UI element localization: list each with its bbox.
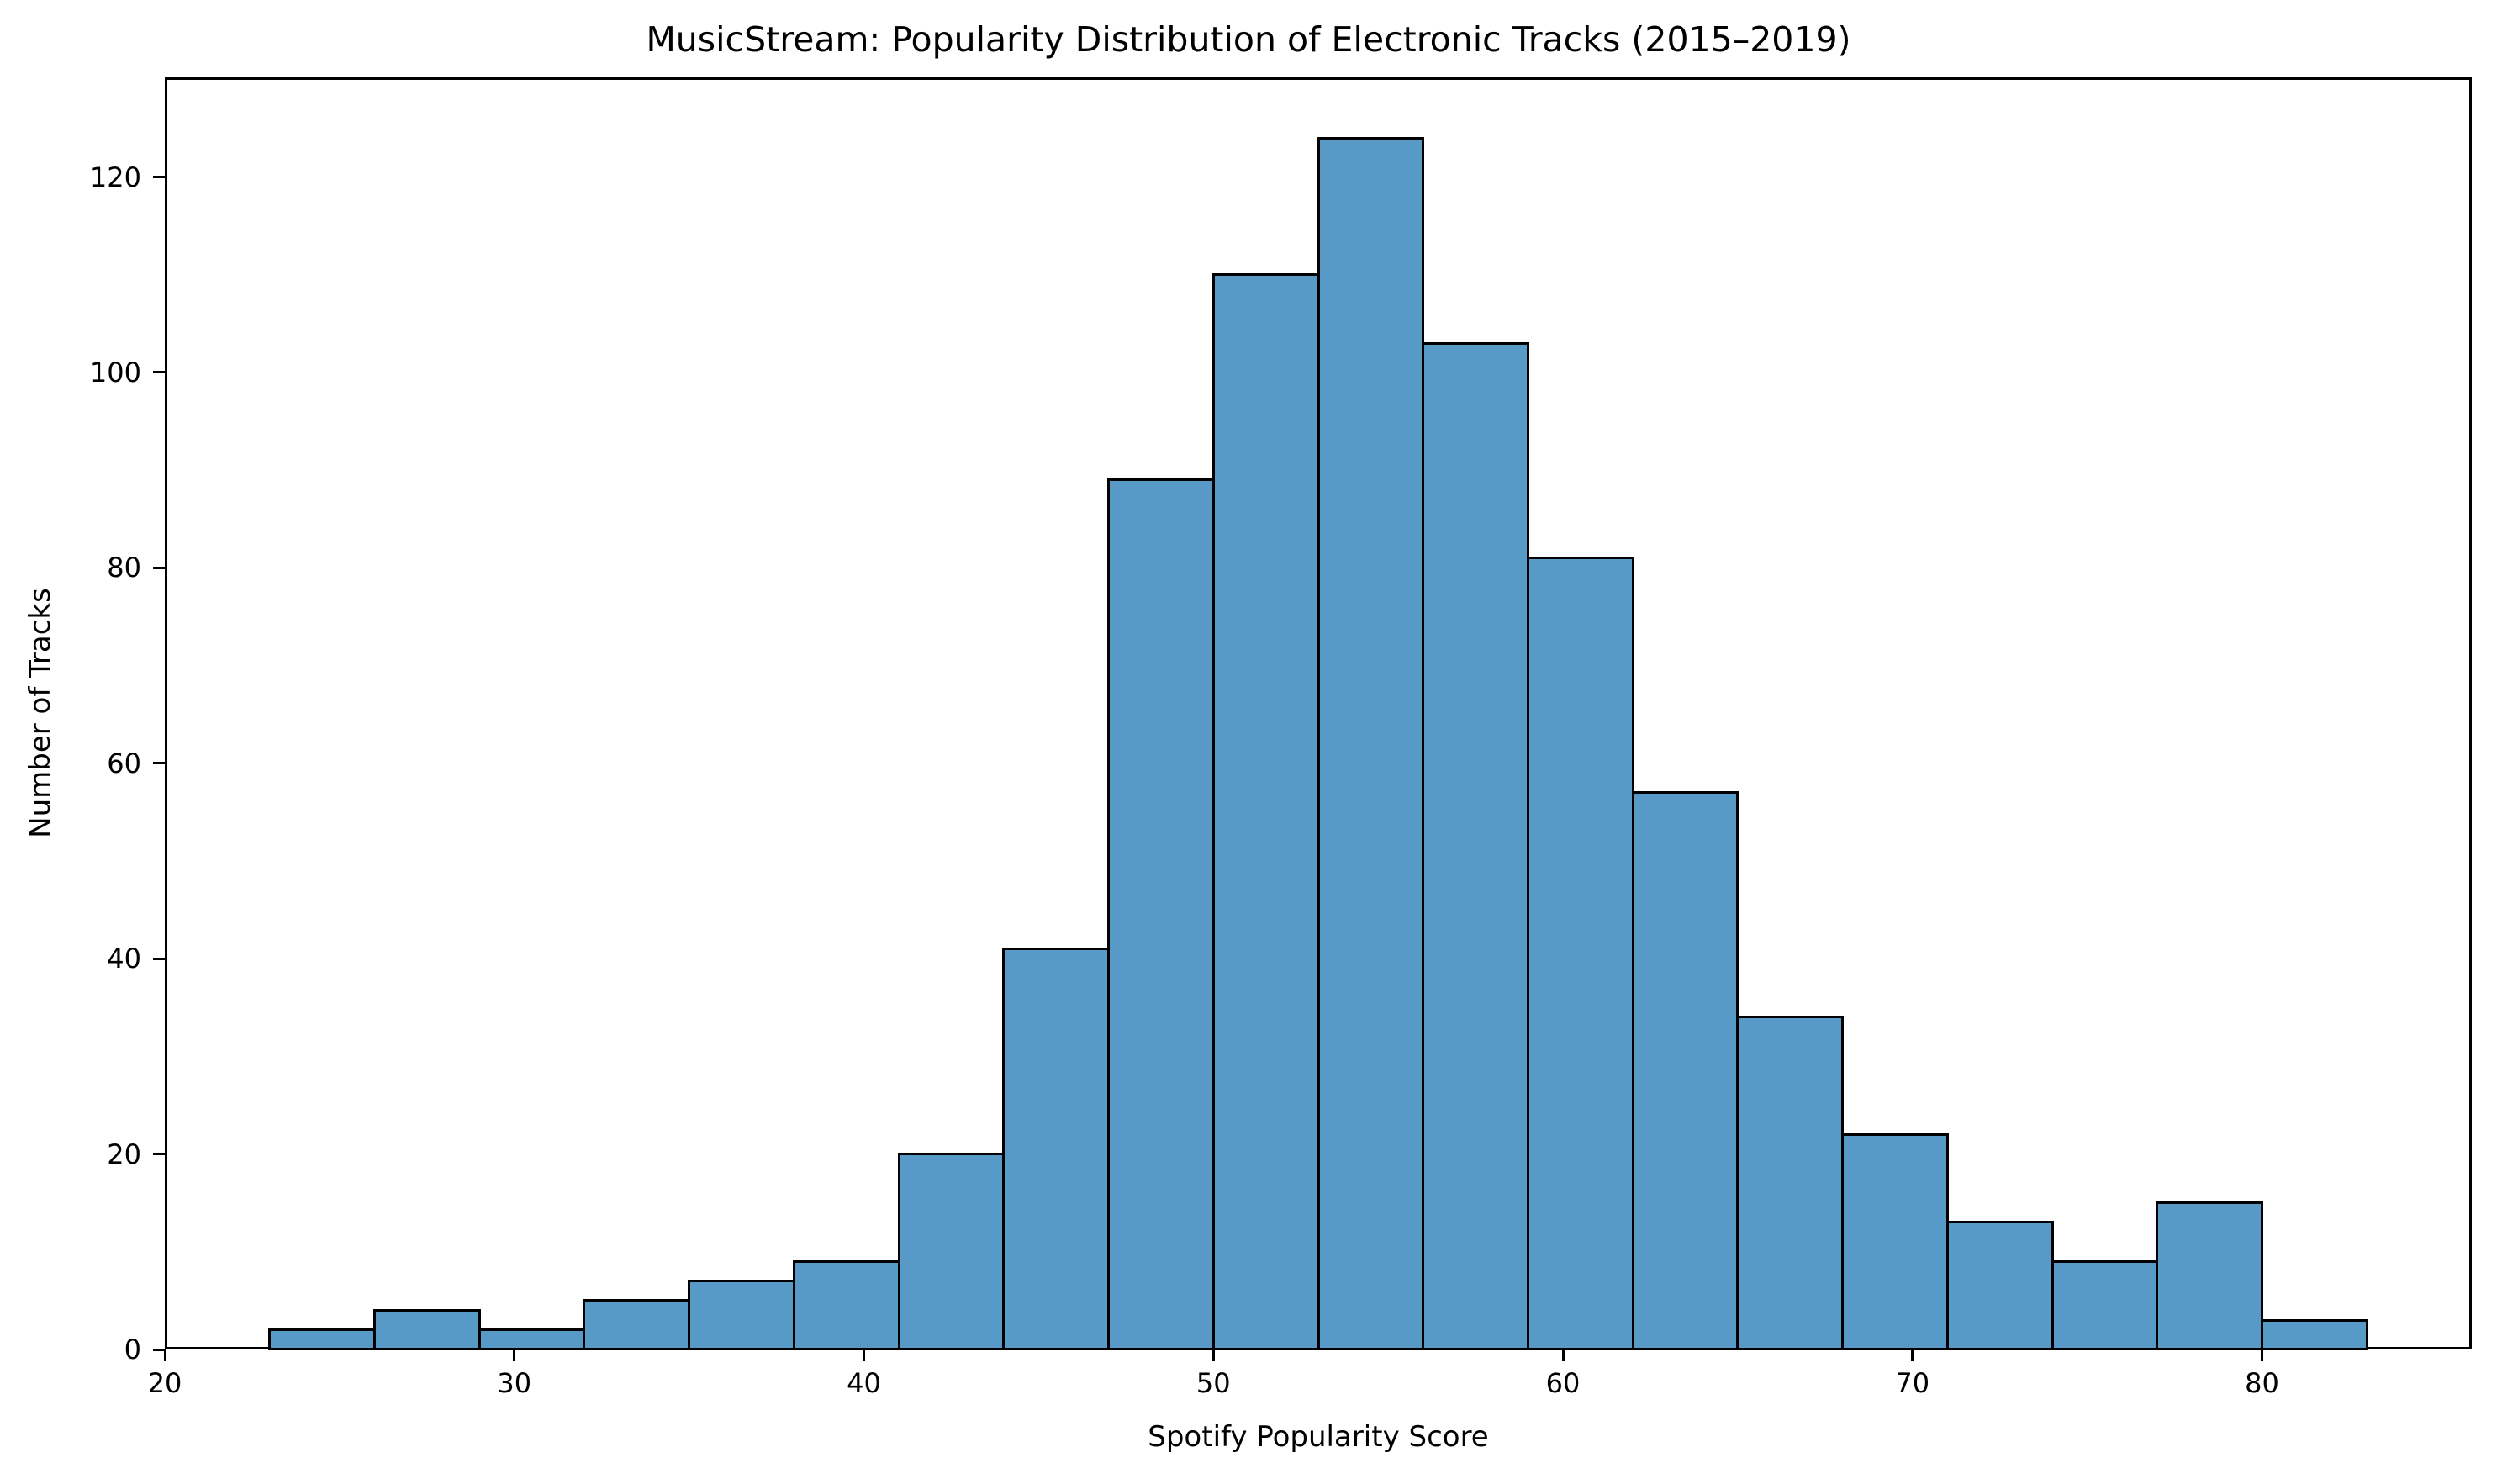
- y-tick-mark: [153, 566, 165, 569]
- y-tick-mark: [153, 371, 165, 374]
- x-tick-label: 20: [147, 1367, 182, 1399]
- histogram-bar: [1841, 1133, 1949, 1351]
- y-tick-label: 80: [107, 552, 141, 584]
- x-tick-label: 60: [1545, 1367, 1581, 1399]
- x-axis-label: Spotify Popularity Score: [1148, 1420, 1489, 1454]
- histogram-bar: [1422, 341, 1529, 1351]
- y-tick-label: 120: [89, 161, 141, 193]
- y-tick-mark: [153, 957, 165, 960]
- histogram-bar: [1107, 478, 1215, 1351]
- histogram-bar: [1631, 791, 1739, 1351]
- y-tick-label: 100: [89, 356, 141, 388]
- x-tick-label: 30: [497, 1367, 532, 1399]
- x-tick-mark: [863, 1349, 865, 1361]
- histogram-bar: [792, 1260, 900, 1351]
- histogram-bar: [1736, 1016, 1845, 1351]
- x-tick-label: 70: [1895, 1367, 1930, 1399]
- x-tick-mark: [1561, 1349, 1565, 1361]
- y-tick-mark: [153, 176, 165, 179]
- histogram-bar: [1002, 948, 1111, 1351]
- x-tick-label: 80: [2245, 1367, 2279, 1399]
- x-tick-mark: [163, 1349, 166, 1361]
- histogram-bar: [1945, 1221, 2054, 1351]
- x-tick-label: 40: [847, 1367, 881, 1399]
- x-tick-mark: [513, 1349, 516, 1361]
- y-tick-label: 0: [124, 1333, 141, 1365]
- y-axis-label: Number of Tracks: [24, 588, 57, 838]
- x-tick-mark: [1911, 1349, 1914, 1361]
- chart-title: MusicStream: Popularity Distribution of …: [646, 19, 1851, 60]
- histogram-bar: [478, 1328, 586, 1351]
- x-tick-mark: [1212, 1349, 1215, 1361]
- histogram-bar: [583, 1299, 691, 1351]
- y-tick-mark: [153, 762, 165, 765]
- histogram-bar: [897, 1153, 1006, 1351]
- histogram-bar: [2051, 1260, 2159, 1351]
- x-tick-label: 50: [1196, 1367, 1231, 1399]
- y-tick-label: 60: [107, 747, 141, 779]
- y-tick-label: 20: [107, 1138, 141, 1170]
- histogram-bar: [2261, 1318, 2368, 1351]
- histogram-bar: [688, 1280, 795, 1351]
- y-tick-mark: [153, 1153, 165, 1156]
- x-tick-mark: [2261, 1349, 2264, 1361]
- histogram-bar: [1317, 136, 1425, 1351]
- histogram-bar: [1212, 273, 1320, 1351]
- histogram-bar: [2156, 1201, 2264, 1351]
- y-tick-mark: [153, 1348, 165, 1351]
- histogram-bar: [1526, 557, 1634, 1351]
- histogram-bars: [165, 77, 2472, 1351]
- histogram-bar: [268, 1328, 376, 1351]
- histogram-bar: [372, 1309, 481, 1351]
- y-tick-label: 40: [107, 943, 141, 975]
